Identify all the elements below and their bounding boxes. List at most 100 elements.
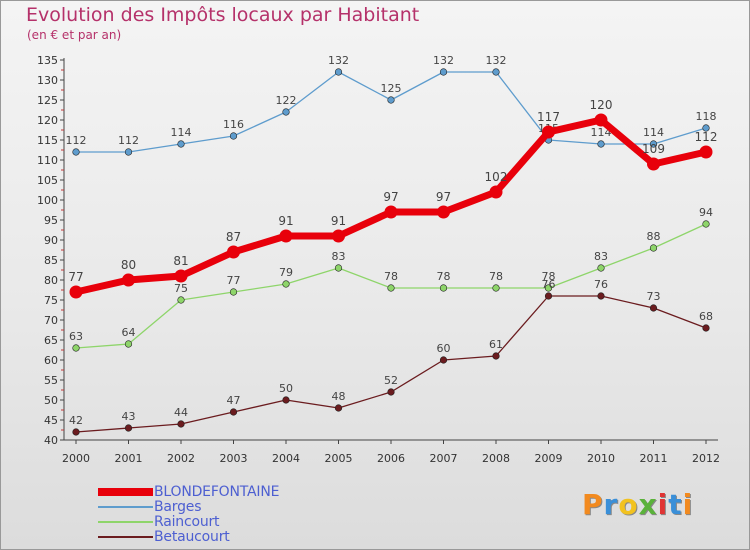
data-point-barges [439,68,448,76]
data-label-barges: 132 [433,54,454,67]
x-tick-label: 2003 [220,452,248,465]
y-tick-label: 125 [37,94,58,107]
x-tick-label: 2012 [692,452,720,465]
data-label-blondefontaine: 91 [278,214,293,228]
data-label-betaucourt: 60 [437,342,451,355]
data-label-raincourt: 77 [227,274,241,287]
data-point-betaucourt [229,408,238,416]
data-point-barges [282,108,290,116]
data-label-barges: 112 [66,134,87,147]
data-label-blondefontaine: 112 [695,130,718,144]
data-label-barges: 114 [171,126,192,139]
data-point-blondefontaine [384,205,398,219]
data-point-betaucourt [649,304,658,312]
data-point-blondefontaine [69,285,83,299]
data-label-barges: 125 [381,82,402,95]
data-point-blondefontaine [489,185,503,199]
data-label-blondefontaine: 91 [331,214,346,228]
data-label-blondefontaine: 97 [436,190,451,204]
data-point-betaucourt [439,356,448,364]
x-tick-label: 2011 [640,452,668,465]
data-label-blondefontaine: 81 [173,254,188,268]
data-point-blondefontaine [227,245,240,259]
data-label-betaucourt: 44 [174,406,188,419]
y-tick-label: 120 [37,114,58,127]
y-tick-label: 115 [37,134,58,147]
y-tick-label: 85 [44,254,58,267]
data-point-raincourt [229,288,238,296]
data-label-raincourt: 79 [279,266,293,279]
x-tick-label: 2006 [377,452,405,465]
logo-letter: i [657,488,669,521]
data-label-raincourt: 78 [542,270,556,283]
data-point-barges [72,148,80,156]
chart-subtitle: (en € et par an) [27,28,122,42]
data-label-betaucourt: 76 [594,278,608,291]
data-point-raincourt [124,340,133,348]
data-point-raincourt [282,280,290,288]
data-point-betaucourt [492,352,500,360]
data-point-barges [229,132,238,140]
legend-swatch [98,506,153,508]
data-label-betaucourt: 47 [227,394,241,407]
data-label-barges: 112 [118,134,139,147]
data-label-barges: 118 [696,110,717,123]
data-label-raincourt: 83 [594,250,608,263]
y-tick-label: 135 [37,54,58,67]
y-tick-label: 55 [44,374,58,387]
data-label-raincourt: 78 [384,270,398,283]
data-label-raincourt: 75 [174,282,188,295]
logo-letter: o [618,488,639,521]
data-label-barges: 132 [486,54,507,67]
data-label-raincourt: 83 [332,250,346,263]
data-label-raincourt: 63 [69,330,83,343]
data-point-betaucourt [334,404,343,412]
y-tick-label: 100 [37,194,58,207]
data-label-raincourt: 64 [122,326,136,339]
data-label-betaucourt: 68 [699,310,713,323]
data-point-raincourt [544,284,553,292]
data-label-blondefontaine: 117 [537,110,560,124]
y-tick-label: 80 [44,274,58,287]
data-point-barges [492,68,500,76]
data-label-betaucourt: 73 [647,290,661,303]
data-label-betaucourt: 43 [122,410,136,423]
data-point-raincourt [439,284,448,292]
data-point-barges [177,140,185,148]
data-point-betaucourt [72,428,80,436]
data-point-raincourt [387,284,395,292]
legend-label: Raincourt [154,514,220,530]
y-tick-label: 95 [44,214,58,227]
legend-label: Betaucourt [154,529,230,545]
data-label-blondefontaine: 97 [383,190,398,204]
proxiti-logo: Proxiti [582,488,693,521]
data-label-raincourt: 88 [647,230,661,243]
data-label-barges: 122 [276,94,297,107]
y-tick-label: 65 [44,334,58,347]
y-tick-label: 50 [44,394,58,407]
legend-swatch [98,488,153,496]
x-tick-label: 2005 [325,452,353,465]
data-label-blondefontaine: 77 [68,270,83,284]
data-point-barges [597,140,605,148]
data-point-blondefontaine [332,229,345,243]
x-tick-label: 2002 [167,452,195,465]
legend-label: BLONDEFONTAINE [154,484,280,500]
data-point-raincourt [72,344,80,352]
data-label-betaucourt: 42 [69,414,83,427]
x-tick-label: 2000 [62,452,90,465]
data-point-betaucourt [597,292,605,300]
data-point-raincourt [334,264,343,272]
data-label-barges: 116 [223,118,244,131]
data-point-barges [387,96,395,104]
data-point-raincourt [597,264,605,272]
data-point-raincourt [649,244,658,252]
series-line-betaucourt [75,295,707,433]
data-point-raincourt [492,284,500,292]
y-tick-label: 45 [44,414,58,427]
data-point-betaucourt [282,396,290,404]
data-point-betaucourt [387,388,395,396]
data-label-betaucourt: 76 [542,278,556,291]
data-label-raincourt: 78 [489,270,503,283]
data-label-barges: 114 [643,126,664,139]
